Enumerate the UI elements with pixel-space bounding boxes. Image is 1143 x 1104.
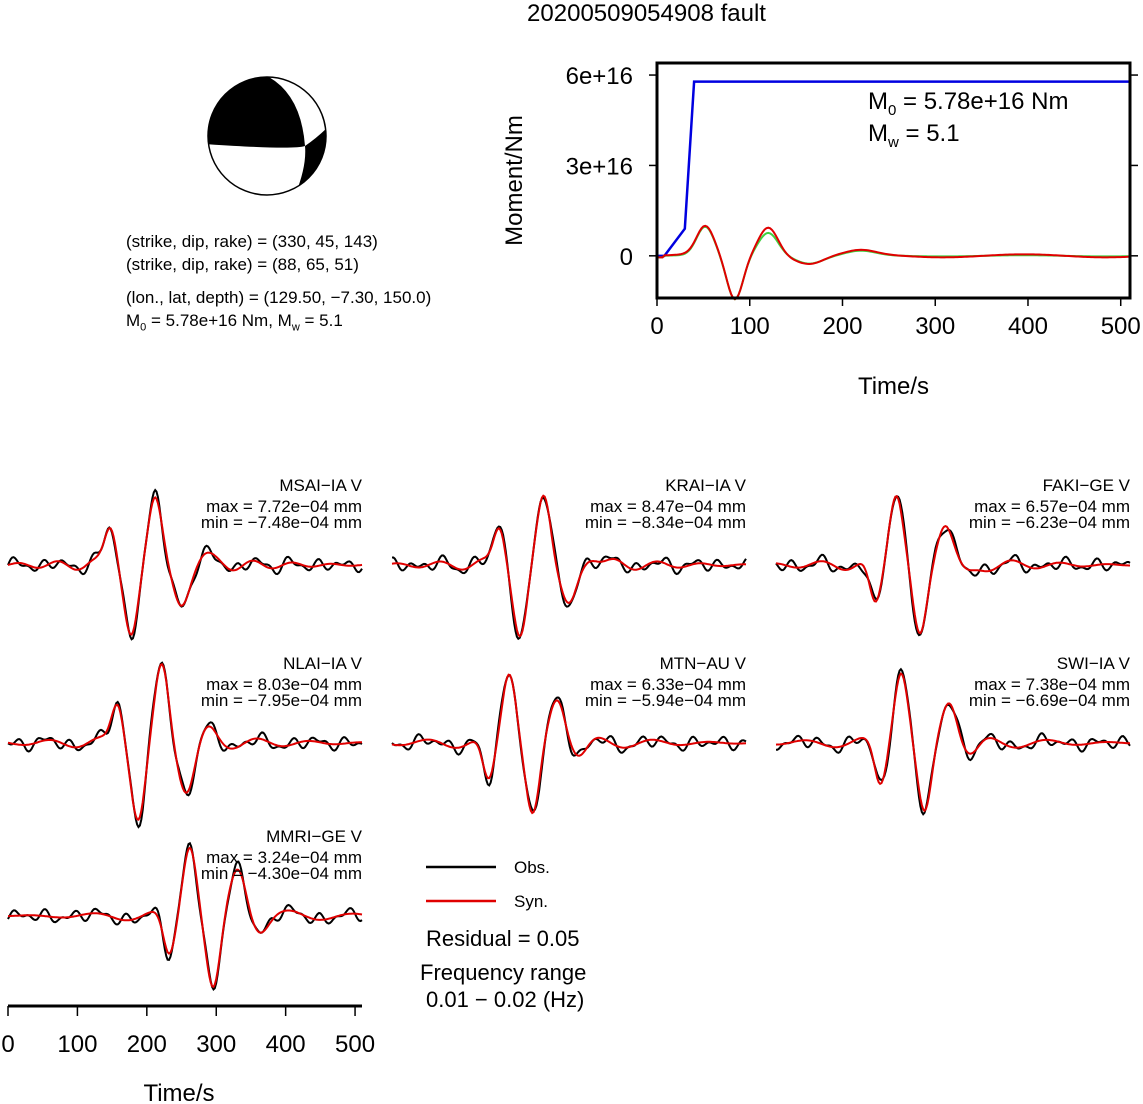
station-max: max = 7.38e−04 mm — [974, 675, 1130, 694]
moment-line: M0 = 5.78e+16 Nm, Mw = 5.1 — [126, 311, 343, 334]
station-max: max = 3.24e−04 mm — [206, 848, 362, 867]
station-min: min = −7.95e−04 mm — [201, 691, 362, 710]
x-tick-label: 400 — [1008, 313, 1048, 340]
station-name: KRAI−IA V — [665, 476, 746, 495]
syn-trace — [775, 494, 1130, 635]
station-max: max = 6.33e−04 mm — [590, 675, 746, 694]
y-tick-label: 3e+16 — [566, 153, 633, 180]
y-axis-label: Moment/Nm — [501, 115, 528, 246]
syn-trace — [775, 672, 1130, 813]
station-name: MTN−AU V — [660, 654, 747, 673]
obs-trace — [7, 661, 363, 829]
station-min: min = −7.48e−04 mm — [201, 513, 362, 532]
beachball-icon — [207, 76, 327, 196]
station-max: max = 7.72e−04 mm — [206, 497, 362, 516]
moment-rate-chart: 0 100 200 300 400 500 0 3e+16 6e+16 Time/s Moment/… — [501, 61, 1141, 400]
x-axis-label: Time/s — [143, 1080, 214, 1104]
red-rate-line — [657, 224, 1131, 301]
x-tick-label: 0 — [1, 1031, 14, 1058]
station-name: SWI−IA V — [1057, 654, 1131, 673]
x-tick-label: 400 — [266, 1031, 306, 1058]
station-min: min = −6.69e−04 mm — [969, 691, 1130, 710]
mechanism-line-1: (strike, dip, rake) = (330, 45, 143) — [126, 232, 378, 251]
station-min: min = −8.34e−04 mm — [585, 513, 746, 532]
station-name: MMRI−GE V — [266, 827, 363, 846]
page-title: 20200509054908 fault — [527, 0, 766, 27]
x-tick-label: 100 — [57, 1031, 97, 1058]
x-tick-label: 500 — [335, 1031, 375, 1058]
x-tick-label: 200 — [127, 1031, 167, 1058]
station-min: min = −4.30e−04 mm — [201, 864, 362, 883]
x-tick-label: 300 — [915, 313, 955, 340]
station-min: min = −5.94e−04 mm — [585, 691, 746, 710]
residual-label: Residual = 0.05 — [426, 926, 580, 951]
legend-syn-label: Syn. — [514, 892, 549, 911]
frequency-range-value: 0.01 − 0.02 (Hz) — [426, 987, 585, 1012]
cumulative-moment-line — [657, 80, 1130, 258]
x-axis-label: Time/s — [858, 373, 929, 400]
syn-trace — [391, 673, 747, 815]
mechanism-line-2: (strike, dip, rake) = (88, 65, 51) — [126, 255, 359, 274]
station-name: MSAI−IA V — [279, 476, 362, 495]
stf-frame — [655, 61, 1132, 300]
x-tick-label: 200 — [822, 313, 862, 340]
station-max: max = 8.47e−04 mm — [590, 497, 746, 516]
x-tick-label: 300 — [196, 1031, 236, 1058]
station-min: min = −6.23e−04 mm — [969, 513, 1130, 532]
station-name: NLAI−IA V — [283, 654, 363, 673]
station-max: max = 8.03e−04 mm — [206, 675, 362, 694]
x-tick-label: 500 — [1101, 313, 1141, 340]
legend-obs-label: Obs. — [514, 858, 550, 877]
obs-trace — [391, 674, 747, 813]
moment-annotation: M0 = 5.78e+16 Nm — [868, 88, 1068, 119]
station-max: max = 6.57e−04 mm — [974, 497, 1130, 516]
syn-trace — [7, 495, 363, 636]
magnitude-annotation: Mw = 5.1 — [868, 120, 960, 151]
obs-trace — [392, 496, 747, 641]
y-tick-label: 0 — [620, 244, 633, 271]
frequency-range-label: Frequency range — [420, 960, 587, 985]
syn-trace — [8, 846, 363, 989]
x-tick-label: 100 — [730, 313, 770, 340]
y-tick-label: 6e+16 — [566, 63, 633, 90]
station-name: FAKI−GE V — [1043, 476, 1131, 495]
green-rate-line — [657, 225, 1131, 301]
syn-trace — [391, 494, 747, 638]
x-tick-label: 0 — [650, 313, 663, 340]
location-line: (lon., lat, depth) = (129.50, −7.30, 150… — [126, 288, 432, 307]
legend-lines — [426, 865, 496, 903]
syn-trace — [7, 663, 362, 821]
